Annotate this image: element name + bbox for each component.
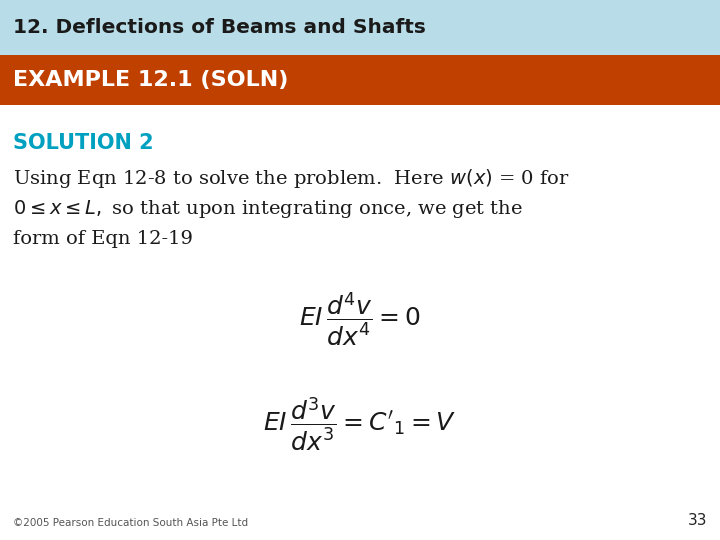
Text: Using Eqn 12-8 to solve the problem.  Here $w(x)$ = 0 for: Using Eqn 12-8 to solve the problem. Her… (13, 167, 570, 191)
Text: EXAMPLE 12.1 (SOLN): EXAMPLE 12.1 (SOLN) (13, 70, 289, 90)
Bar (0, 55, 720, 105)
Text: ©2005 Pearson Education South Asia Pte Ltd: ©2005 Pearson Education South Asia Pte L… (13, 518, 248, 528)
Text: 12. Deflections of Beams and Shafts: 12. Deflections of Beams and Shafts (13, 18, 426, 37)
Bar (0, 0, 720, 55)
Text: $EI\,\dfrac{d^4v}{dx^4} = 0$: $EI\,\dfrac{d^4v}{dx^4} = 0$ (300, 291, 420, 348)
Text: $EI\,\dfrac{d^3v}{dx^3} = C'_1 = V$: $EI\,\dfrac{d^3v}{dx^3} = C'_1 = V$ (264, 395, 456, 453)
Text: SOLUTION 2: SOLUTION 2 (13, 133, 153, 153)
Text: $0 \leq x \leq L,$ so that upon integrating once, we get the: $0 \leq x \leq L,$ so that upon integrat… (13, 198, 523, 220)
Text: form of Eqn 12-19: form of Eqn 12-19 (13, 230, 193, 248)
Text: 33: 33 (688, 513, 707, 528)
